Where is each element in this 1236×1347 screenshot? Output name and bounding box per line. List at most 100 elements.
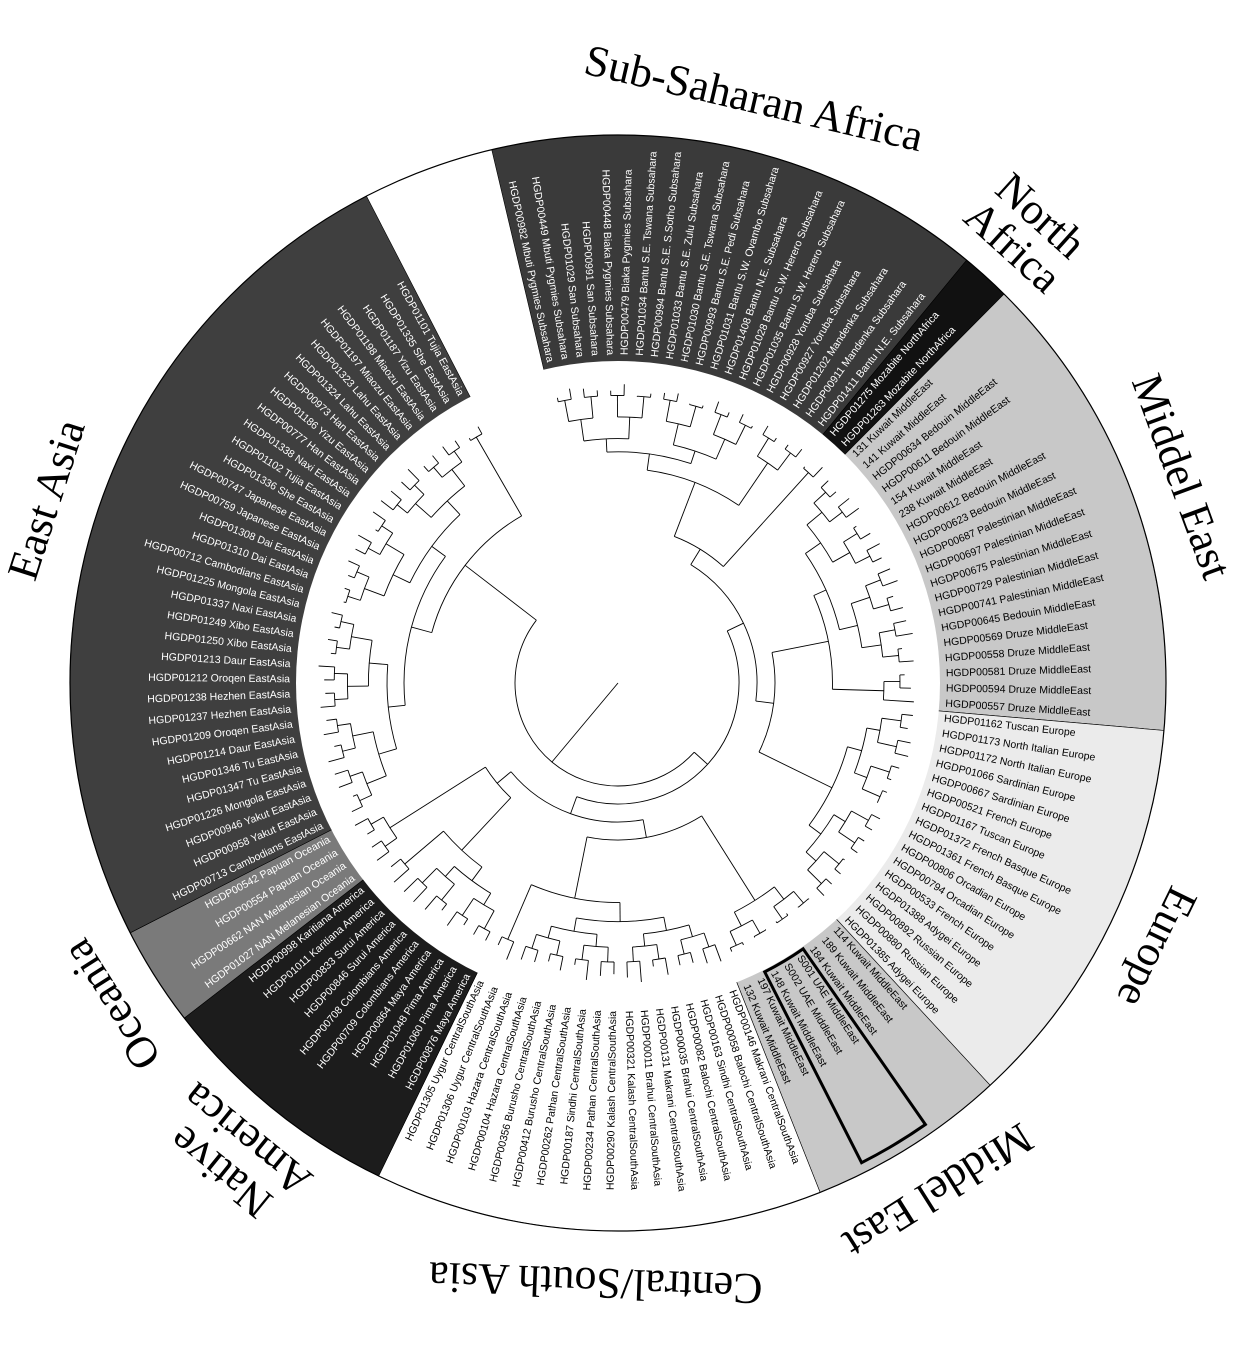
tree-branch [351,806,363,813]
tree-branch [673,482,696,537]
tree-branch [714,944,722,962]
tree-arc [367,640,373,687]
tree-branch [865,579,881,587]
tree-branch [795,448,803,458]
tree-branch [773,906,783,920]
tree-branch [336,646,350,650]
tree-branch [723,472,809,567]
tree-branch [688,924,693,937]
region-label: Central/South Asia [428,1252,763,1313]
tree-branch [652,959,654,967]
tree-branch [639,961,642,983]
tree-branch [453,450,463,463]
tree-branch [446,500,461,515]
tree-arc [886,598,892,611]
tree-branch [866,727,881,731]
tree-branch [656,944,660,960]
tree-branch [807,869,822,884]
tree-branch [882,580,898,587]
tree-arc [381,840,390,852]
tree-branch [861,644,882,649]
tree-arc [637,395,651,398]
tree-arc [850,603,863,648]
tree-branch [832,688,884,692]
tree-branch [701,815,756,901]
tree-branch [375,529,379,532]
tree-arc [359,576,370,601]
tree-branch [344,587,350,591]
tree-branch [334,744,342,747]
leaf-label: HGDP00594 Druze MiddleEast [946,683,1092,698]
tree-arc [473,898,495,912]
tree-root [551,682,619,763]
tree-branch [690,450,696,464]
tree-branch [483,893,492,906]
tree-arc [576,630,740,805]
tree-branch [473,925,480,935]
tree-branch [877,741,897,748]
tree-branch [693,751,708,765]
tree-branch [879,629,895,634]
tree-branch [664,957,669,975]
tree-branch [385,543,405,555]
tree-branch [445,866,455,877]
tree-branch [881,717,902,722]
tree-branch [628,417,631,439]
leaf-label: HGDP01238 Hezhen EastAsia [147,688,290,705]
tree-branch [331,612,343,616]
tree-branch [371,840,382,848]
tree-branch [389,766,486,829]
tree-branch [347,595,361,601]
tree-branch [461,898,475,916]
tree-branch [641,396,645,419]
tree-branch [364,588,385,597]
tree-arc [897,648,900,663]
tree-branch [415,503,432,518]
tree-branch [370,816,384,825]
tree-branch [366,775,387,785]
tree-branch [384,837,398,847]
tree-branch [569,388,572,400]
tree-branch [855,555,871,564]
tree-branch [805,851,817,862]
tree-branch [643,933,646,947]
tree-branch [806,511,823,526]
tree-branch [774,886,785,900]
tree-branch [899,660,914,663]
tree-arc [673,444,717,460]
tree-branch [672,423,679,446]
tree-arc [448,447,460,456]
tree-arc [584,395,598,398]
tree-branch [392,574,411,584]
tree-branch [359,794,372,802]
tree-branch [897,739,911,744]
tree-branch [762,425,769,435]
tree-branch [832,552,850,563]
tree-branch [689,952,694,963]
tree-arc [428,462,439,472]
tree-branch [390,490,402,501]
tree-branch [423,465,430,472]
tree-arc [882,681,885,700]
leaf-label: HGDP01212 Oroqen EastAsia [148,672,290,686]
highlight-box [762,946,928,1165]
tree-branch [813,491,826,504]
tree-branch [886,595,894,599]
tree-branch [581,945,585,960]
tree-branch [677,955,681,966]
tree-branch [854,772,867,779]
region-label: Europe [1107,879,1207,1015]
tree-branch [367,829,375,835]
tree-branch [860,532,871,540]
tree-arc [643,924,690,935]
tree-branch [784,444,789,450]
tree-branch [680,939,685,955]
tree-branch [646,453,650,471]
tree-branch [895,632,913,637]
tree-branch [663,392,666,400]
tree-branch [607,947,609,962]
tree-branch [531,934,537,949]
tree-arc [666,420,691,428]
tree-branch [833,814,846,823]
